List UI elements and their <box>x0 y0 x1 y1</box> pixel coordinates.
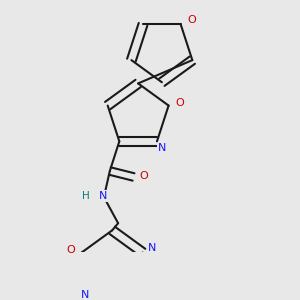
Text: N: N <box>99 191 107 201</box>
Text: N: N <box>81 290 89 300</box>
Text: O: O <box>140 171 148 181</box>
Text: H: H <box>82 191 90 201</box>
Text: N: N <box>148 243 156 253</box>
Text: O: O <box>175 98 184 108</box>
Text: N: N <box>158 143 166 154</box>
Text: O: O <box>187 15 196 25</box>
Text: O: O <box>67 245 75 255</box>
